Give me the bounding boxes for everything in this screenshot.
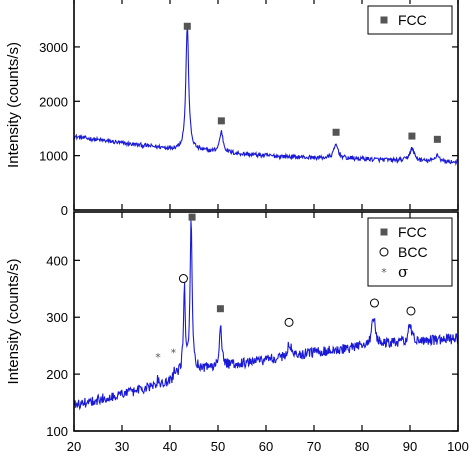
asterisk-phase-marker: * [155, 351, 161, 364]
legend-circle-symbol [379, 247, 389, 257]
y-tick-label: 3000 [39, 40, 68, 55]
y-axis-label: Intensity (counts/s) [5, 259, 22, 385]
circle-phase-marker [369, 298, 379, 308]
top-panel: 0 1000 2000 3000 Intensity (counts/s) FCC [5, 0, 459, 218]
circle-phase-marker [178, 274, 188, 284]
square-phase-marker [183, 22, 191, 30]
bottom-panel: 100 200 300 400 20 30 40 50 60 70 80 90 100 Intensity… [5, 211, 469, 454]
square-phase-marker [332, 128, 340, 136]
x-tick-label: 40 [163, 439, 177, 454]
xrd-series-line [74, 25, 458, 167]
legend-label: σ [398, 263, 408, 281]
square-phase-marker [188, 213, 196, 221]
legend-square-symbol [380, 228, 388, 236]
x-tick-label: 20 [67, 439, 81, 454]
legend-label: FCC [398, 12, 427, 28]
x-tick-label: 30 [115, 439, 129, 454]
y-tick-label: 300 [46, 310, 68, 325]
y-tick-label: 2000 [39, 94, 68, 109]
legend-square-symbol [380, 16, 388, 24]
legend-label: BCC [398, 244, 428, 260]
y-tick-label: 0 [61, 203, 68, 218]
circle-phase-marker [406, 306, 416, 316]
square-phase-marker [217, 117, 225, 125]
square-phase-marker [433, 135, 441, 143]
y-tick-label: 200 [46, 367, 68, 382]
y-tick-label: 100 [46, 424, 68, 439]
x-tick-label: 80 [355, 439, 369, 454]
y-tick-label: 1000 [39, 149, 68, 164]
asterisk-phase-marker: * [171, 347, 177, 360]
y-tick-label: 400 [46, 253, 68, 268]
square-phase-marker [408, 132, 416, 140]
legend-asterisk-symbol: * [381, 266, 387, 279]
xrd-series-line [74, 220, 458, 411]
circle-phase-marker [284, 317, 294, 327]
x-tick-label: 100 [447, 439, 469, 454]
square-phase-marker [216, 305, 224, 313]
y-axis-label: Intensity (counts/s) [5, 42, 22, 168]
x-tick-label: 70 [307, 439, 321, 454]
x-tick-label: 60 [259, 439, 273, 454]
x-tick-label: 90 [403, 439, 417, 454]
x-tick-label: 50 [211, 439, 225, 454]
legend-label: FCC [398, 224, 427, 240]
